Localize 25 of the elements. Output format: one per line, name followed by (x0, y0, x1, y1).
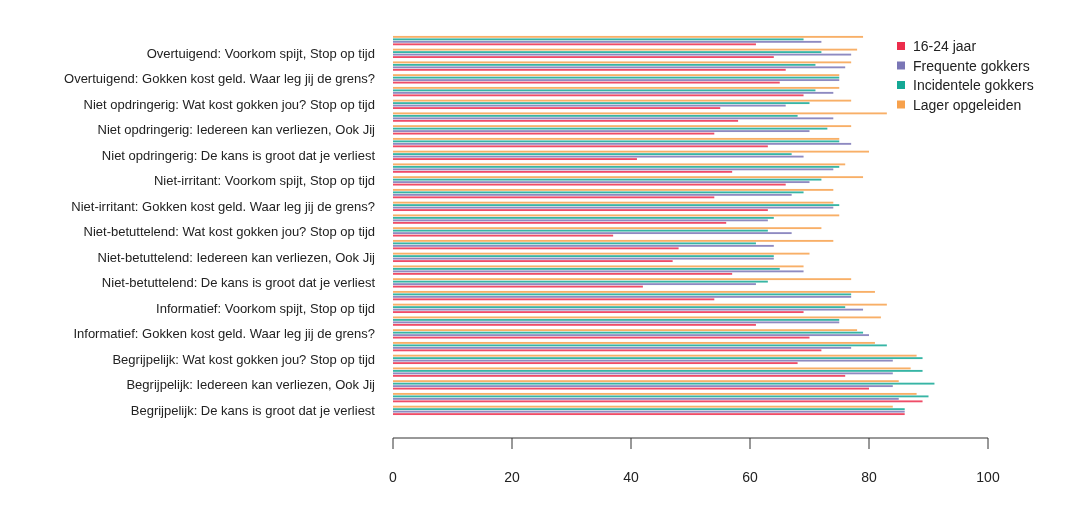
x-tick-label: 0 (389, 469, 398, 485)
y-tick-label: Niet-betuttelend: Wat kost gokken jou? Stop op tijd (83, 224, 375, 240)
y-tick-label: Niet opdringerig: Iedereen kan verliezen, Ook Jij (97, 122, 376, 138)
y-tick-label: Overtuigend: Voorkom spijt, Stop op tijd (146, 45, 375, 61)
y-tick-label: Overtuigend: Gokken kost geld. Waar leg jij de grens? (64, 71, 375, 87)
y-tick-label: Niet-betuttelend: Iedereen kan verliezen, Ook Jij (97, 249, 376, 265)
legend-label: Frequente gokkers (913, 57, 1030, 74)
x-tick-label: 80 (861, 469, 877, 485)
y-tick-label: Begrijpelijk: De kans is groot dat je verliest (130, 402, 376, 418)
legend-label: 16-24 jaar (913, 38, 977, 54)
x-tick-label: 20 (504, 469, 520, 485)
y-tick-label: Begrijpelijk: Iedereen kan verliezen, Ook Jij (126, 377, 376, 393)
y-tick-label: Informatief: Gokken kost geld. Waar leg jij de grens? (73, 326, 375, 342)
x-tick-label: 40 (623, 469, 639, 485)
y-tick-label: Niet-irritant: Gokken kost geld. Waar leg jij de grens? (71, 198, 375, 214)
y-tick-label: Niet opdringerig: Wat kost gokken jou? Stop op tijd (83, 96, 375, 112)
y-tick-label: Niet opdringerig: De kans is groot dat je verliest (101, 147, 376, 163)
x-tick-label: 100 (976, 469, 1000, 485)
y-tick-label: Begrijpelijk: Wat kost gokken jou? Stop op tijd (112, 351, 375, 367)
y-tick-label: Niet-betuttelend: De kans is groot dat je verliest (101, 275, 376, 291)
legend-label: Lager opgeleiden (913, 96, 1022, 113)
legend-label: Incidentele gokkers (913, 77, 1034, 93)
y-tick-label: Niet-irritant: Voorkom spijt, Stop op tijd (153, 173, 375, 189)
y-tick-label: Informatief: Voorkom spijt, Stop op tijd (156, 300, 375, 316)
x-tick-label: 60 (742, 469, 758, 485)
